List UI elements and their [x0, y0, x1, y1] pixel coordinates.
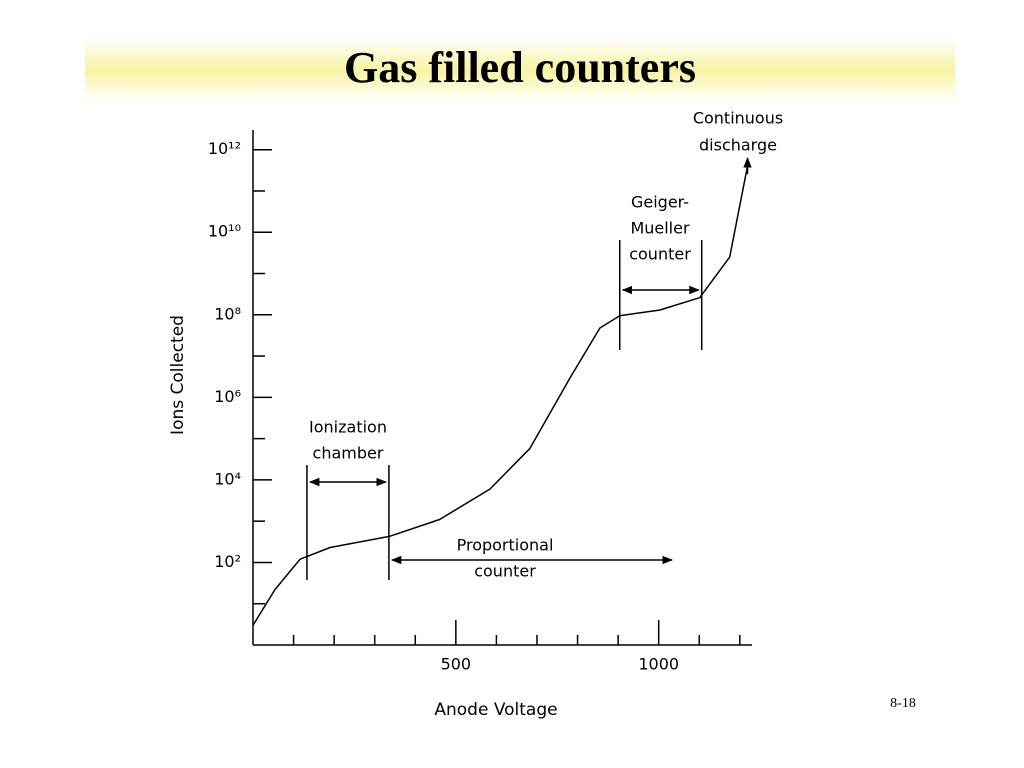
label-bg: [443, 561, 567, 583]
x-axis-label: Anode Voltage: [434, 700, 557, 720]
y-tick-label: 10⁸: [214, 304, 241, 323]
region-label: chamber: [313, 444, 384, 463]
y-tick-label: 10²: [214, 552, 241, 571]
x-tick-label: 1000: [638, 655, 679, 674]
y-tick-label: 10¹²: [208, 139, 241, 158]
region-label: Ionization: [309, 418, 387, 437]
region-label: counter: [629, 245, 691, 264]
y-tick-label: 10⁶: [214, 387, 241, 406]
region-label: Proportional: [457, 536, 554, 555]
page-number: 8-18: [890, 696, 916, 711]
x-tick-label: 500: [441, 655, 472, 674]
y-tick-label: 10¹⁰: [208, 222, 241, 241]
y-axis-label: Ions Collected: [168, 315, 188, 435]
title-band: [85, 38, 955, 102]
end-label: discharge: [699, 136, 777, 155]
region-label: Geiger-: [631, 193, 689, 212]
y-tick-label: 10⁴: [214, 469, 241, 488]
label-bg: [443, 535, 567, 557]
region-label: Mueller: [630, 219, 690, 238]
region-label: counter: [474, 562, 536, 581]
curve: [252, 165, 749, 626]
end-label: Continuous: [693, 109, 783, 128]
slide-title: Gas filled counters: [344, 43, 696, 92]
